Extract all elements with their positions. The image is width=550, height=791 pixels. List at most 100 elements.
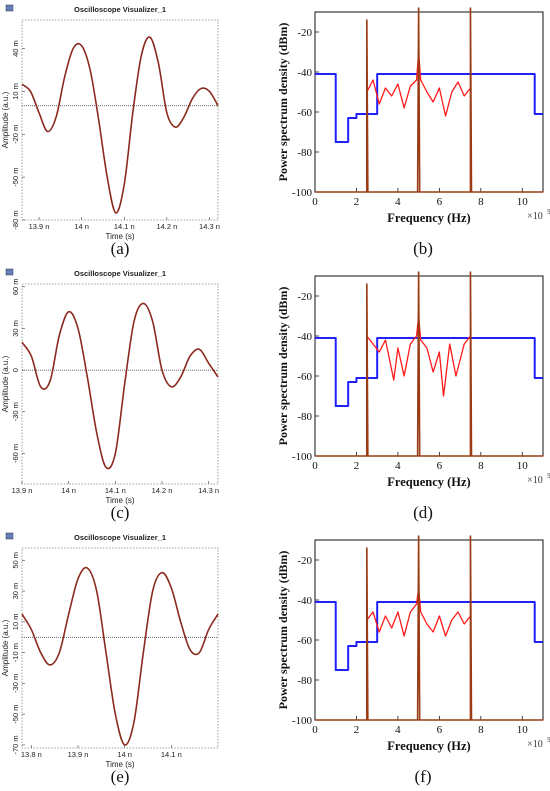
y-tick-label: -20	[297, 291, 312, 303]
x-tick-label: 14 n	[74, 222, 89, 231]
x-axis-label: Frequency (Hz)	[387, 475, 470, 489]
mask-line	[315, 337, 543, 407]
y-tick-label: 30 m	[11, 583, 20, 600]
x-tick-label: 14.3 n	[199, 222, 220, 231]
x-tick-label: 6	[437, 196, 443, 208]
y-tick-label: -60 m	[11, 444, 20, 463]
y-tick-label: -20	[297, 27, 312, 39]
y-axis-label: Power spectrum density (dBm)	[276, 287, 290, 446]
x-tick-label: 13.9 n	[68, 750, 89, 759]
y-tick-label: 0	[11, 368, 20, 372]
x-tick-label: 10	[517, 196, 529, 208]
chart-title: Oscilloscope Visualizer_1	[74, 269, 166, 278]
y-axis-label: Power spectrum density (dBm)	[276, 551, 290, 710]
x-tick-label: 4	[395, 196, 401, 208]
y-tick-label: -80	[297, 147, 312, 159]
plot-frame	[21, 19, 219, 221]
x-axis-label: Frequency (Hz)	[387, 739, 470, 753]
chart-title: Oscilloscope Visualizer_1	[74, 5, 166, 14]
x-tick-label: 4	[395, 460, 401, 472]
y-tick-label: -40	[297, 331, 312, 343]
y-tick-label: 40 m	[11, 40, 20, 57]
x-tick-label: 13.9 n	[12, 486, 33, 495]
y-tick-label: 50 m	[11, 552, 20, 569]
x-tick-label: 13.9 n	[29, 222, 50, 231]
waveform-line	[21, 302, 219, 470]
panel-label: (d)	[413, 503, 433, 522]
panel-label: (f)	[415, 767, 432, 786]
x-exponent-label: ×10	[527, 739, 543, 750]
plot-frame	[21, 547, 219, 749]
x-axis-label: Time (s)	[105, 496, 134, 505]
x-tick-label: 2	[354, 460, 360, 472]
x-exponent-label: ×10	[527, 475, 543, 486]
panel-label: (e)	[111, 767, 130, 786]
x-tick-label: 2	[354, 724, 360, 736]
y-tick-label: -100	[292, 187, 313, 199]
chart-a: Oscilloscope Visualizer_1 40 m 10 m -20 m -5…	[1, 4, 220, 258]
y-tick-label: -60	[297, 371, 312, 383]
y-tick-label: 60 m	[11, 278, 20, 295]
y-tick-label: 10 m	[11, 83, 20, 100]
x-tick-label: 14.1 n	[114, 222, 135, 231]
x-tick-label: 6	[437, 724, 443, 736]
mask-line	[315, 73, 543, 143]
y-tick-label: -30 m	[11, 402, 20, 421]
y-tick-label: -100	[292, 715, 313, 727]
x-exponent-power: 9	[547, 472, 550, 480]
plot-frame	[21, 283, 219, 485]
y-tick-label: -20	[297, 555, 312, 567]
x-tick-label: 0	[312, 460, 318, 472]
y-tick-label: -20 m	[11, 125, 20, 144]
chart-e: Oscilloscope Visualizer_1 50 m 30 m 10 m -10…	[1, 532, 219, 786]
x-tick-label: 8	[478, 724, 484, 736]
x-tick-label: 10	[517, 460, 529, 472]
x-axis-label: Time (s)	[105, 232, 134, 241]
x-tick-label: 13.8 n	[21, 750, 42, 759]
y-tick-label: -60	[297, 635, 312, 647]
app-icon	[5, 4, 14, 12]
app-icon	[5, 532, 14, 540]
x-tick-label: 14.2 n	[156, 222, 177, 231]
carrier-line	[315, 535, 543, 721]
app-icon	[5, 268, 14, 276]
y-tick-label: -10 m	[11, 643, 20, 662]
x-tick-label: 14 n	[117, 750, 132, 759]
plot-frame	[314, 11, 544, 193]
plot-frame	[314, 275, 544, 457]
plot-frame	[314, 539, 544, 721]
x-tick-label: 14.1 n	[105, 486, 126, 495]
x-tick-label: 6	[437, 460, 443, 472]
x-tick-label: 8	[478, 196, 484, 208]
x-tick-label: 2	[354, 196, 360, 208]
x-tick-label: 0	[312, 724, 318, 736]
y-tick-label: 10 m	[11, 614, 20, 631]
waveform-line	[21, 36, 219, 214]
x-axis-label: Time (s)	[105, 760, 134, 769]
y-axis-label: Amplitude (a.u.)	[1, 619, 10, 676]
waveform-line	[21, 566, 219, 746]
x-tick-label: 8	[478, 460, 484, 472]
y-tick-label: -40	[297, 67, 312, 79]
panel-label: (c)	[111, 503, 130, 522]
x-tick-label: 14 n	[61, 486, 76, 495]
panel-label: (b)	[413, 239, 433, 258]
y-tick-label: -80	[297, 411, 312, 423]
y-tick-label: 30 m	[11, 320, 20, 337]
x-axis-label: Frequency (Hz)	[387, 211, 470, 225]
y-tick-label: -40	[297, 595, 312, 607]
x-exponent-power: 9	[547, 208, 550, 216]
x-tick-label: 10	[517, 724, 529, 736]
y-tick-label: -100	[292, 451, 313, 463]
x-exponent-power: 9	[547, 736, 550, 744]
y-tick-label: -50 m	[11, 705, 20, 724]
y-tick-label: -60	[297, 107, 312, 119]
chart-title: Oscilloscope Visualizer_1	[74, 533, 166, 542]
y-tick-label: -80 m	[11, 210, 20, 229]
y-axis-label: Power spectrum density (dBm)	[276, 23, 290, 182]
x-exponent-label: ×10	[527, 211, 543, 222]
y-axis-label: Amplitude (a.u.)	[1, 355, 10, 412]
